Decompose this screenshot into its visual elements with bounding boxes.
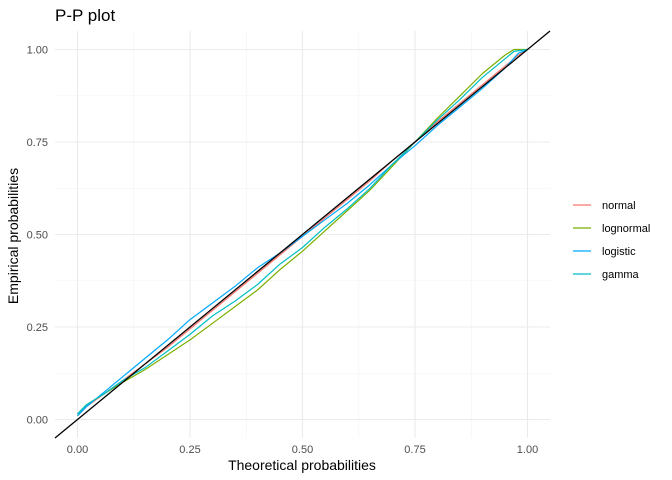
legend-label-logistic: logistic <box>602 246 636 258</box>
reference-line <box>54 30 551 439</box>
x-tick-label: 0.50 <box>292 444 313 456</box>
y-tick-label: 0.75 <box>27 137 48 149</box>
y-axis-title: Empirical probabilities <box>5 168 21 304</box>
chart-title: P-P plot <box>55 6 115 25</box>
series-line-gamma <box>77 48 528 415</box>
legend-label-gamma: gamma <box>602 269 640 281</box>
legend-label-normal: normal <box>602 200 636 212</box>
legend: normal lognormal logistic gamma <box>573 200 650 281</box>
x-axis-title: Theoretical probabilities <box>228 457 376 473</box>
series-line-lognormal <box>77 48 528 415</box>
y-tick-label: 0.50 <box>27 230 48 242</box>
y-tick-label: 0.00 <box>27 415 48 427</box>
x-tick-label: 1.00 <box>517 444 538 456</box>
legend-label-lognormal: lognormal <box>602 223 650 235</box>
x-tick-label: 0.75 <box>404 444 425 456</box>
x-tick-label: 0.25 <box>179 444 200 456</box>
y-tick-label: 0.25 <box>27 322 48 334</box>
x-tick-label: 0.00 <box>67 444 88 456</box>
x-axis-ticks: 0.00 0.25 0.50 0.75 1.00 <box>67 444 538 456</box>
identity-line <box>54 30 551 439</box>
series-line-logistic <box>77 48 528 417</box>
y-tick-label: 1.00 <box>27 45 48 57</box>
y-axis-ticks: 0.00 0.25 0.50 0.75 1.00 <box>27 45 48 427</box>
